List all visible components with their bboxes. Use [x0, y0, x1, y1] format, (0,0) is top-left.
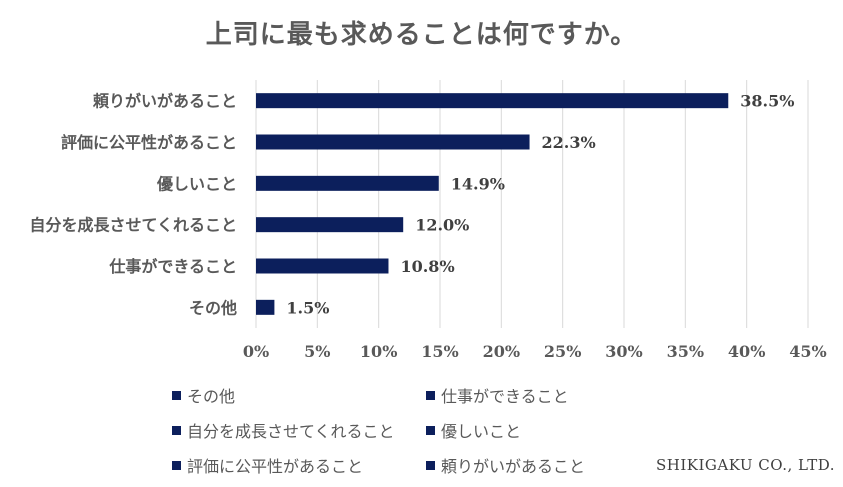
x-tick-label: 35% [667, 342, 704, 361]
data-label: 1.5% [286, 298, 329, 317]
legend-label: 自分を成長させてくれること [187, 422, 395, 441]
bar [256, 299, 275, 315]
legend-swatch [172, 425, 181, 435]
chart-title: 上司に最も求めることは何ですか。 [205, 20, 638, 50]
legend-label: 頼りがいがあること [441, 457, 586, 476]
bar [256, 134, 530, 150]
company-name: SHIKIGAKU CO., LTD. [655, 456, 835, 474]
legend-item-competent: 仕事ができること [426, 383, 569, 407]
data-label: 12.0% [415, 216, 469, 235]
legend-item-other: その他 [172, 383, 235, 407]
category-label: 優しいこと [156, 174, 237, 193]
x-tick-label: 45% [789, 342, 826, 361]
category-label: 自分を成長させてくれること [29, 216, 237, 235]
legend-label: 仕事ができること [441, 387, 569, 406]
x-tick-label: 15% [421, 342, 458, 361]
data-label: 14.9% [451, 174, 505, 193]
bar [256, 217, 404, 233]
category-label: 評価に公平性があること [61, 133, 237, 152]
legend-label: 評価に公平性があること [187, 457, 364, 476]
legend-swatch [172, 390, 181, 400]
data-label: 22.3% [542, 133, 596, 152]
bar [256, 258, 389, 274]
legend-swatch [426, 390, 435, 400]
x-tick-label: 20% [483, 342, 520, 361]
legend-label: その他 [187, 387, 236, 406]
x-tick-label: 0% [243, 342, 269, 361]
legend-item-reliable: 頼りがいがあること [426, 453, 585, 477]
data-label: 10.8% [400, 257, 454, 276]
category-label: 頼りがいがあること [93, 92, 237, 111]
x-tick-label: 10% [360, 342, 397, 361]
category-label: その他 [189, 298, 237, 317]
x-tick-label: 5% [304, 342, 330, 361]
legend-label: 優しいこと [441, 422, 522, 441]
x-tick-label: 40% [728, 342, 765, 361]
data-label: 38.5% [740, 92, 794, 111]
category-label: 仕事ができること [108, 257, 237, 276]
x-tick-label: 25% [544, 342, 581, 361]
legend-item-kind: 優しいこと [426, 418, 521, 442]
legend-item-growth: 自分を成長させてくれること [172, 418, 395, 442]
x-tick-label: 30% [605, 342, 642, 361]
bar [256, 93, 729, 109]
legend-swatch [172, 460, 181, 470]
legend-item-fairness: 評価に公平性があること [172, 453, 363, 477]
legend-swatch [426, 425, 435, 435]
bar [256, 175, 439, 191]
legend-swatch [426, 460, 435, 470]
